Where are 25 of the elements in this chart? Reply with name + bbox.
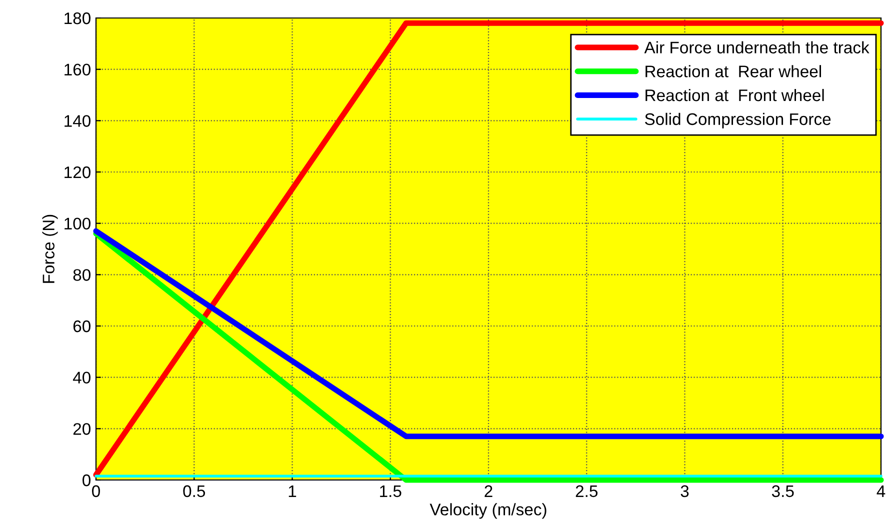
- x-tick-label: 0: [92, 485, 100, 498]
- y-tick-label: 0: [82, 474, 90, 486]
- y-tick-label: 80: [73, 269, 90, 281]
- legend-label: Reaction at Front wheel: [646, 88, 824, 102]
- legend-label: Air Force underneath the track: [644, 41, 870, 54]
- legend-label: Reaction at Rear wheel: [646, 65, 821, 78]
- x-tick-label: 1.5: [380, 485, 402, 498]
- y-tick-label: 20: [73, 423, 90, 435]
- x-tick-label: 4: [876, 485, 886, 497]
- y-tick-label: 140: [64, 115, 90, 127]
- x-tick-label: 3.5: [772, 485, 794, 498]
- legend-label: Solid Compression Force: [644, 112, 831, 128]
- x-tick-label: 2.5: [576, 485, 598, 498]
- x-tick-label: 0.5: [183, 485, 206, 498]
- y-tick-label: 60: [73, 320, 90, 332]
- y-tick-label: 180: [64, 12, 90, 24]
- y-tick-label: 120: [64, 166, 90, 178]
- x-tick-label: 2: [484, 485, 492, 497]
- x-tick-label: 3: [680, 485, 689, 498]
- y-tick-label: 40: [72, 372, 90, 384]
- y-tick-label: 160: [64, 64, 90, 76]
- y-tick-label: 100: [64, 218, 90, 230]
- x-axis-title: Velocity (m/sec): [430, 503, 546, 519]
- y-axis-title: Force (N): [42, 214, 58, 283]
- x-tick-label: 1: [288, 485, 296, 497]
